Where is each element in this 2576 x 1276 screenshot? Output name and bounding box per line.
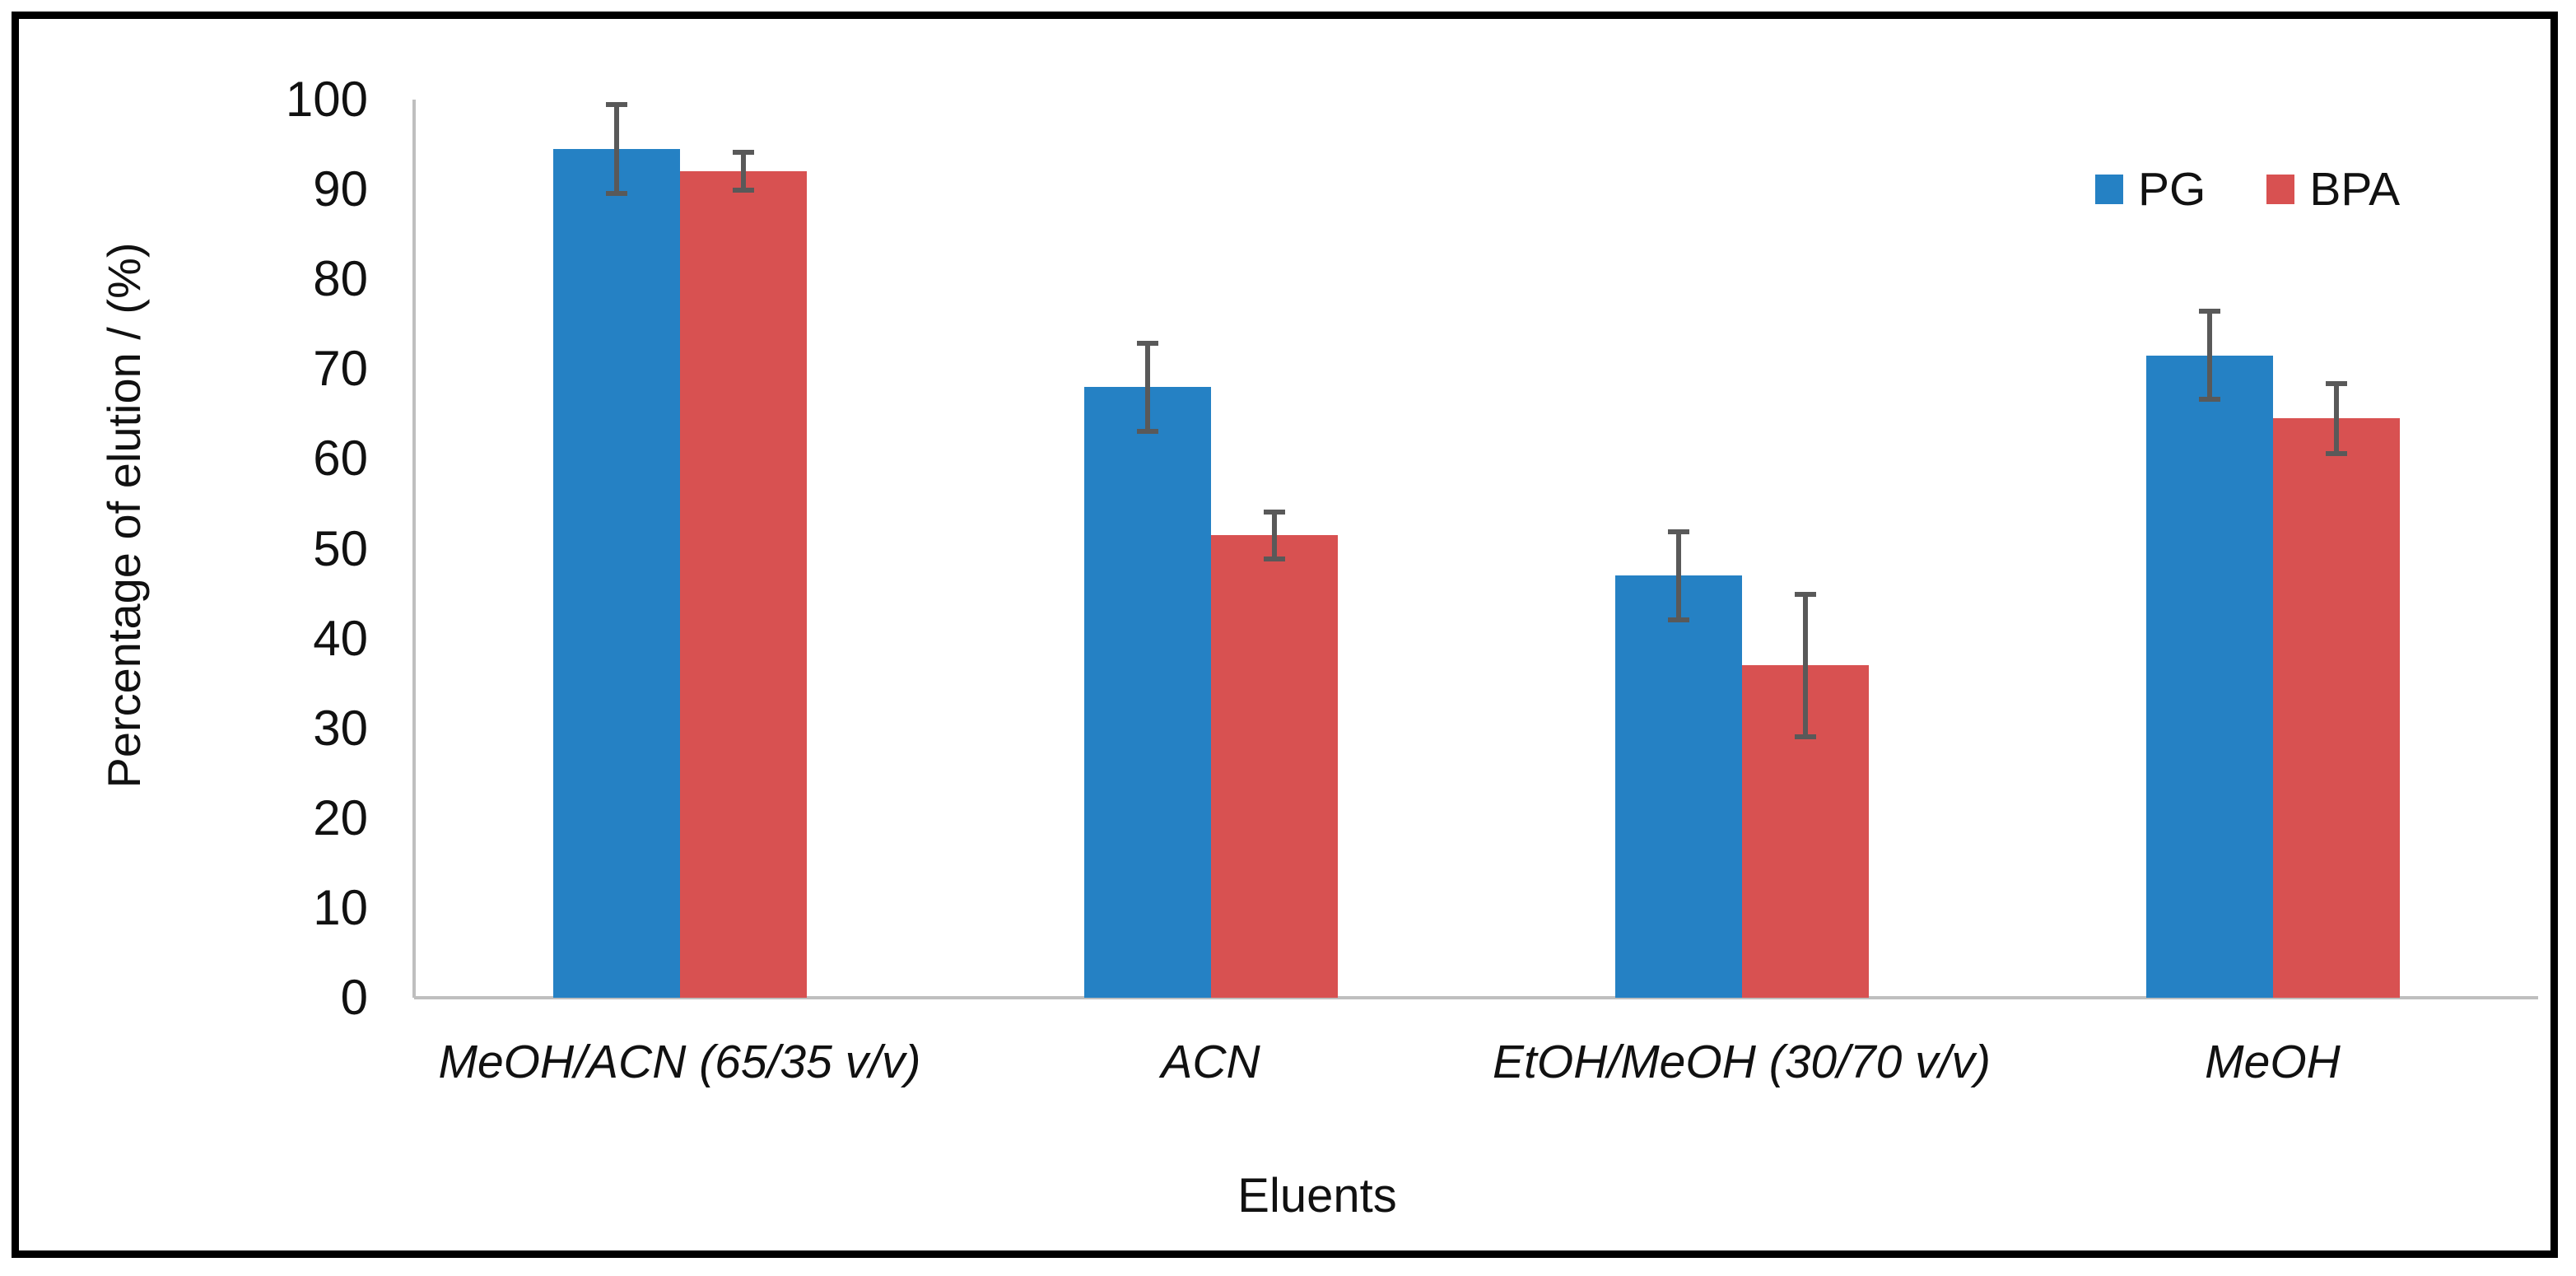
- y-tick-label: 40: [313, 610, 368, 666]
- error-bar-bpa-1: [740, 151, 746, 192]
- y-tick-label: 0: [340, 970, 368, 1025]
- bar-pg-4: [2145, 355, 2273, 998]
- error-bar-cap-top: [2325, 380, 2347, 386]
- error-bar-cap-bottom: [1794, 733, 1816, 739]
- legend-label: PG: [2138, 163, 2206, 216]
- y-tick-label: 60: [313, 431, 368, 487]
- x-category-label-2: ACN: [1161, 1036, 1260, 1088]
- legend-item-bpa: BPA: [2266, 165, 2400, 214]
- error-bar-cap-top: [732, 150, 754, 156]
- legend-item-pg: PG: [2095, 165, 2206, 214]
- error-bar-bpa-4: [2333, 382, 2339, 454]
- error-bar-pg-4: [2206, 310, 2212, 401]
- figure-frame: [12, 12, 2558, 1258]
- bar-bpa-1: [679, 171, 807, 998]
- error-bar-cap-bottom: [732, 188, 754, 193]
- bar-bpa-2: [1210, 535, 1338, 998]
- error-bar-cap-top: [2198, 309, 2220, 314]
- y-tick-label: 90: [313, 161, 368, 217]
- error-bar-cap-bottom: [1263, 556, 1285, 561]
- legend-swatch-icon: [2095, 175, 2123, 204]
- y-tick-label: 30: [313, 700, 368, 756]
- error-bar-cap-bottom: [605, 190, 627, 196]
- error-bar-cap-bottom: [2325, 450, 2347, 456]
- error-bar-pg-1: [613, 104, 619, 194]
- x-axis-title: Eluents: [1237, 1169, 1397, 1222]
- error-bar-cap-bottom: [1667, 617, 1689, 622]
- bar-pg-3: [1614, 575, 1742, 998]
- error-bar-cap-top: [1136, 340, 1158, 346]
- error-bar-cap-bottom: [2198, 397, 2220, 403]
- x-category-label-1: MeOH/ACN (65/35 v/v): [438, 1036, 921, 1088]
- bar-pg-1: [552, 149, 680, 998]
- y-tick-label: 10: [313, 879, 368, 935]
- bar-bpa-4: [2272, 418, 2400, 998]
- error-bar-pg-3: [1675, 530, 1681, 621]
- y-axis-line: [412, 100, 416, 998]
- y-tick-label: 80: [313, 251, 368, 307]
- error-bar-cap-top: [605, 102, 627, 108]
- error-bar-bpa-2: [1271, 510, 1277, 560]
- bar-pg-2: [1083, 387, 1211, 998]
- error-bar-pg-2: [1144, 342, 1150, 432]
- x-category-label-3: EtOH/MeOH (30/70 v/v): [1493, 1036, 1991, 1088]
- legend-label: BPA: [2309, 163, 2401, 216]
- error-bar-cap-bottom: [1136, 428, 1158, 434]
- legend-swatch-icon: [2266, 175, 2295, 204]
- error-bar-bpa-3: [1802, 594, 1808, 738]
- error-bar-cap-top: [1794, 592, 1816, 598]
- y-tick-label: 50: [313, 520, 368, 576]
- legend: PG BPA: [2095, 165, 2400, 214]
- error-bar-cap-top: [1263, 509, 1285, 515]
- y-tick-label: 100: [285, 72, 368, 127]
- x-category-label-4: MeOH: [2205, 1036, 2341, 1088]
- x-axis-line: [414, 996, 2538, 999]
- y-tick-label: 20: [313, 789, 368, 845]
- error-bar-cap-top: [1667, 529, 1689, 534]
- y-tick-label: 70: [313, 341, 368, 397]
